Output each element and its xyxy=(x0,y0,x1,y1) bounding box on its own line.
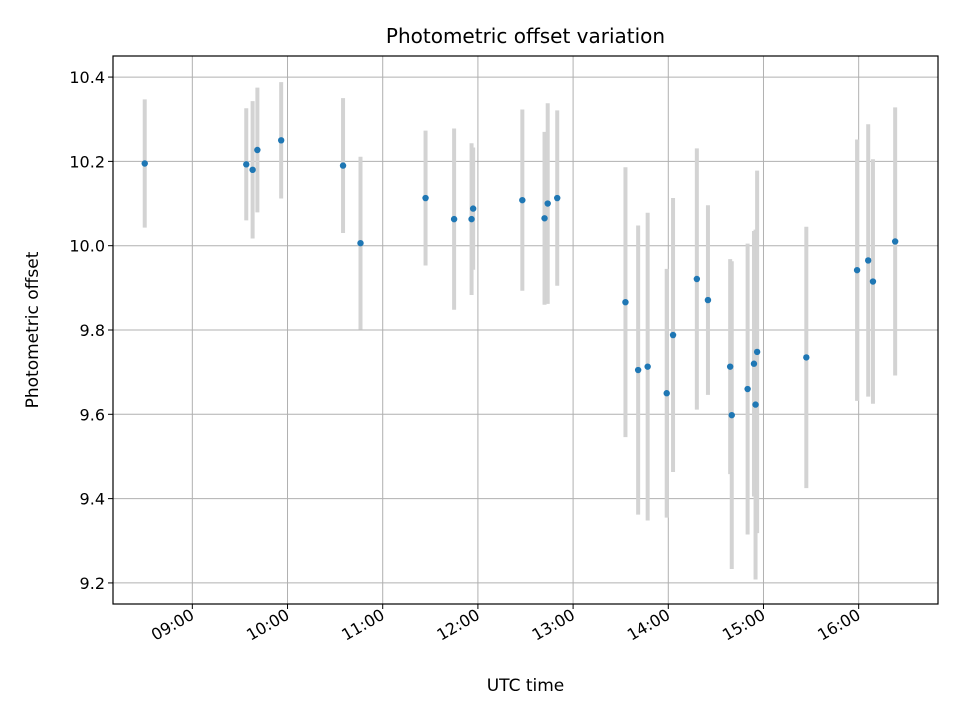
y-axis-label: Photometric offset xyxy=(23,251,43,408)
data-point xyxy=(469,205,477,212)
data-point xyxy=(803,354,810,361)
x-axis-label: UTC time xyxy=(487,676,565,696)
data-point xyxy=(752,401,759,408)
data-point xyxy=(622,298,629,306)
y-tick-label: 9.2 xyxy=(80,574,105,593)
data-point xyxy=(541,215,548,222)
data-point xyxy=(869,278,877,285)
y-axis-ticks: 9.2 9.4 9.6 9.8 10.0 10.2 10.4 xyxy=(69,68,113,593)
chart-title: Photometric offset variation xyxy=(386,24,665,48)
data-point xyxy=(634,366,642,374)
data-point xyxy=(243,161,250,168)
y-tick-label: 9.6 xyxy=(80,405,105,424)
data-point xyxy=(141,160,148,167)
data-point xyxy=(519,196,526,204)
data-point xyxy=(864,257,872,264)
data-point xyxy=(554,194,561,202)
data-point xyxy=(254,146,261,154)
data-point xyxy=(853,266,861,274)
data-point xyxy=(468,215,475,223)
data-point xyxy=(744,385,751,393)
y-tick-label: 9.4 xyxy=(80,490,105,509)
data-point xyxy=(753,348,761,356)
data-point xyxy=(422,194,429,202)
data-point xyxy=(693,275,701,283)
data-point xyxy=(669,331,677,339)
data-point xyxy=(277,137,285,144)
data-point xyxy=(249,166,256,174)
data-point xyxy=(544,200,551,207)
data-point xyxy=(339,162,347,169)
data-point xyxy=(750,360,758,367)
data-point xyxy=(726,363,734,370)
y-tick-label: 10.0 xyxy=(69,237,105,256)
y-tick-label: 10.2 xyxy=(69,152,105,171)
y-tick-label: 10.4 xyxy=(69,68,105,87)
data-point xyxy=(644,363,651,370)
data-point xyxy=(891,238,899,245)
data-point xyxy=(704,296,712,304)
data-point xyxy=(663,390,670,397)
data-point xyxy=(728,411,735,419)
data-point xyxy=(357,239,364,247)
data-points xyxy=(141,137,899,419)
y-tick-label: 9.8 xyxy=(80,321,105,340)
data-point xyxy=(450,215,458,223)
